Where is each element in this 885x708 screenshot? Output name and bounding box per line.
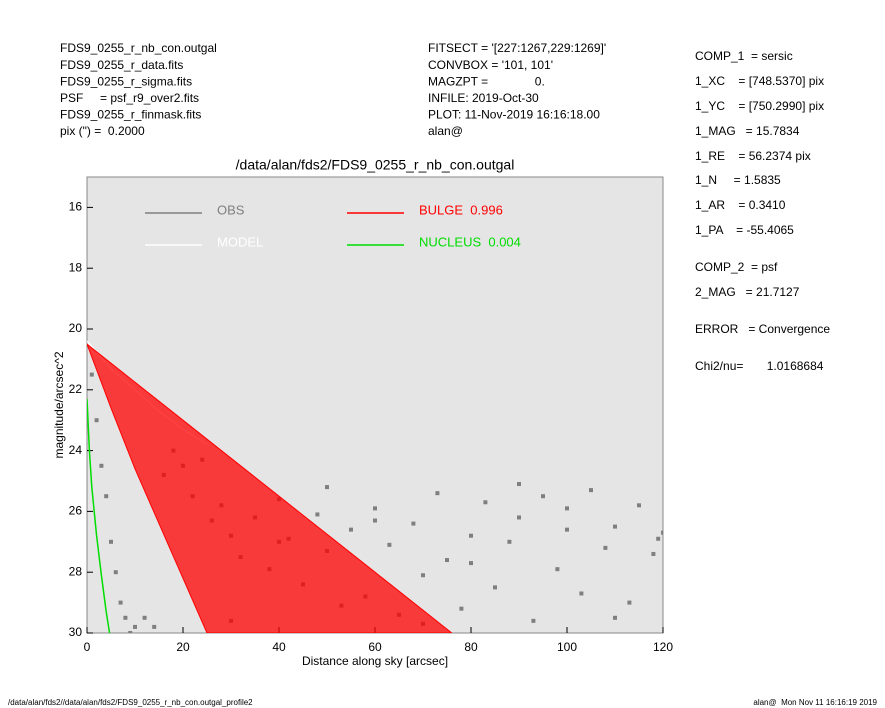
obs-point	[637, 503, 641, 508]
obs-point	[661, 530, 663, 535]
obs-point	[152, 624, 157, 629]
obs-point	[469, 533, 473, 538]
x-tick-label: 120	[653, 640, 673, 654]
fit-parameter: Chi2/nu= 1.0168684	[695, 359, 824, 373]
fit-parameter: 1_AR = 0.3410	[695, 198, 786, 212]
legend-label: MODEL	[217, 234, 263, 249]
header-line: PLOT: 11-Nov-2019 16:16:18.00	[428, 108, 600, 122]
header-line: FDS9_0255_r_finmask.fits	[60, 108, 201, 122]
obs-point	[133, 624, 137, 629]
fit-parameter: COMP_1 = sersic	[695, 49, 793, 63]
legend-label: OBS	[217, 202, 245, 217]
obs-point	[373, 506, 377, 511]
fit-parameter: COMP_2 = psf	[695, 260, 778, 274]
header-line: FDS9_0255_r_nb_con.outgal	[60, 41, 217, 55]
y-axis-label: magnitude/arcsec^2	[52, 351, 66, 458]
obs-point	[565, 506, 569, 511]
obs-point	[104, 494, 109, 499]
obs-point	[627, 600, 632, 605]
header-line: alan@	[428, 124, 463, 138]
fit-parameter: 1_YC = [750.2990] pix	[695, 99, 824, 113]
obs-point	[579, 591, 584, 596]
header-line: FDS9_0255_r_sigma.fits	[60, 74, 192, 88]
x-tick-label: 20	[176, 640, 190, 654]
fit-parameter: ERROR = Convergence	[695, 322, 830, 336]
y-tick-label: 30	[69, 625, 83, 639]
obs-point	[109, 539, 113, 544]
y-tick-label: 24	[69, 443, 83, 457]
header-line: FITSECT = '[227:1267,229:1269]'	[428, 41, 606, 55]
y-tick-label: 16	[69, 200, 83, 214]
obs-point	[613, 615, 617, 620]
x-axis-label: Distance along sky [arcsec]	[302, 654, 448, 668]
x-tick-label: 40	[272, 640, 286, 654]
obs-point	[128, 631, 133, 633]
fit-parameter: 1_RE = 56.2374 pix	[695, 149, 811, 163]
legend-label: NUCLEUS 0.004	[419, 234, 521, 249]
header-line: INFILE: 2019-Oct-30	[428, 91, 539, 105]
obs-point	[483, 500, 488, 505]
y-tick-label: 22	[69, 382, 83, 396]
obs-point	[565, 527, 569, 532]
obs-point	[651, 551, 656, 556]
obs-point	[315, 512, 320, 517]
obs-point	[113, 570, 118, 575]
fit-parameter: 1_MAG = 15.7834	[695, 124, 800, 138]
obs-point	[613, 524, 617, 529]
y-tick-label: 28	[69, 564, 83, 578]
obs-point	[469, 561, 473, 566]
fit-parameter: 1_PA = -55.4065	[695, 223, 794, 237]
chart-title: /data/alan/fds2/FDS9_0255_r_nb_con.outga…	[236, 157, 515, 173]
obs-point	[555, 567, 560, 572]
obs-point	[541, 494, 545, 499]
obs-point	[118, 600, 123, 605]
fit-parameter: 1_N = 1.5835	[695, 173, 781, 187]
x-tick-label: 60	[368, 640, 382, 654]
fit-parameter: 1_XC = [748.5370] pix	[695, 74, 824, 88]
obs-point	[325, 485, 329, 490]
obs-point	[373, 518, 377, 523]
obs-point	[517, 515, 521, 520]
obs-point	[445, 558, 449, 563]
footer-stamp: alan@ Mon Nov 11 16:16:19 2019	[753, 698, 877, 707]
obs-point	[142, 615, 147, 620]
header-line: FDS9_0255_r_data.fits	[60, 58, 183, 72]
profile-line	[87, 398, 111, 633]
obs-point	[589, 488, 593, 493]
obs-point	[89, 372, 94, 377]
y-tick-label: 20	[69, 321, 83, 335]
y-tick-label: 26	[69, 504, 83, 518]
obs-point	[459, 606, 464, 611]
obs-point	[99, 463, 104, 468]
header-line: CONVBOX = '101, 101'	[428, 58, 553, 72]
x-tick-label: 100	[557, 640, 577, 654]
obs-point	[94, 418, 99, 423]
legend-label: BULGE 0.996	[419, 202, 503, 217]
obs-point	[123, 615, 128, 620]
profile-band	[87, 343, 453, 633]
obs-point	[517, 482, 521, 487]
header-line: pix (") = 0.2000	[60, 124, 145, 138]
obs-point	[411, 521, 416, 526]
footer-path: /data/alan/fds2//data/alan/fds2/FDS9_025…	[8, 698, 253, 707]
header-line: MAGZPT = 0.	[428, 74, 545, 88]
obs-point	[387, 542, 392, 547]
header-line: PSF = psf_r9_over2.fits	[60, 91, 199, 105]
obs-point	[531, 618, 536, 623]
obs-point	[603, 545, 608, 550]
obs-point	[656, 536, 661, 541]
obs-point	[493, 585, 497, 590]
y-tick-label: 18	[69, 260, 83, 274]
fit-parameter: 2_MAG = 21.7127	[695, 285, 800, 299]
x-tick-label: 0	[84, 640, 91, 654]
obs-point	[349, 527, 353, 532]
obs-point	[507, 539, 512, 544]
obs-point	[421, 573, 425, 578]
x-tick-label: 80	[464, 640, 478, 654]
obs-point	[435, 491, 440, 496]
